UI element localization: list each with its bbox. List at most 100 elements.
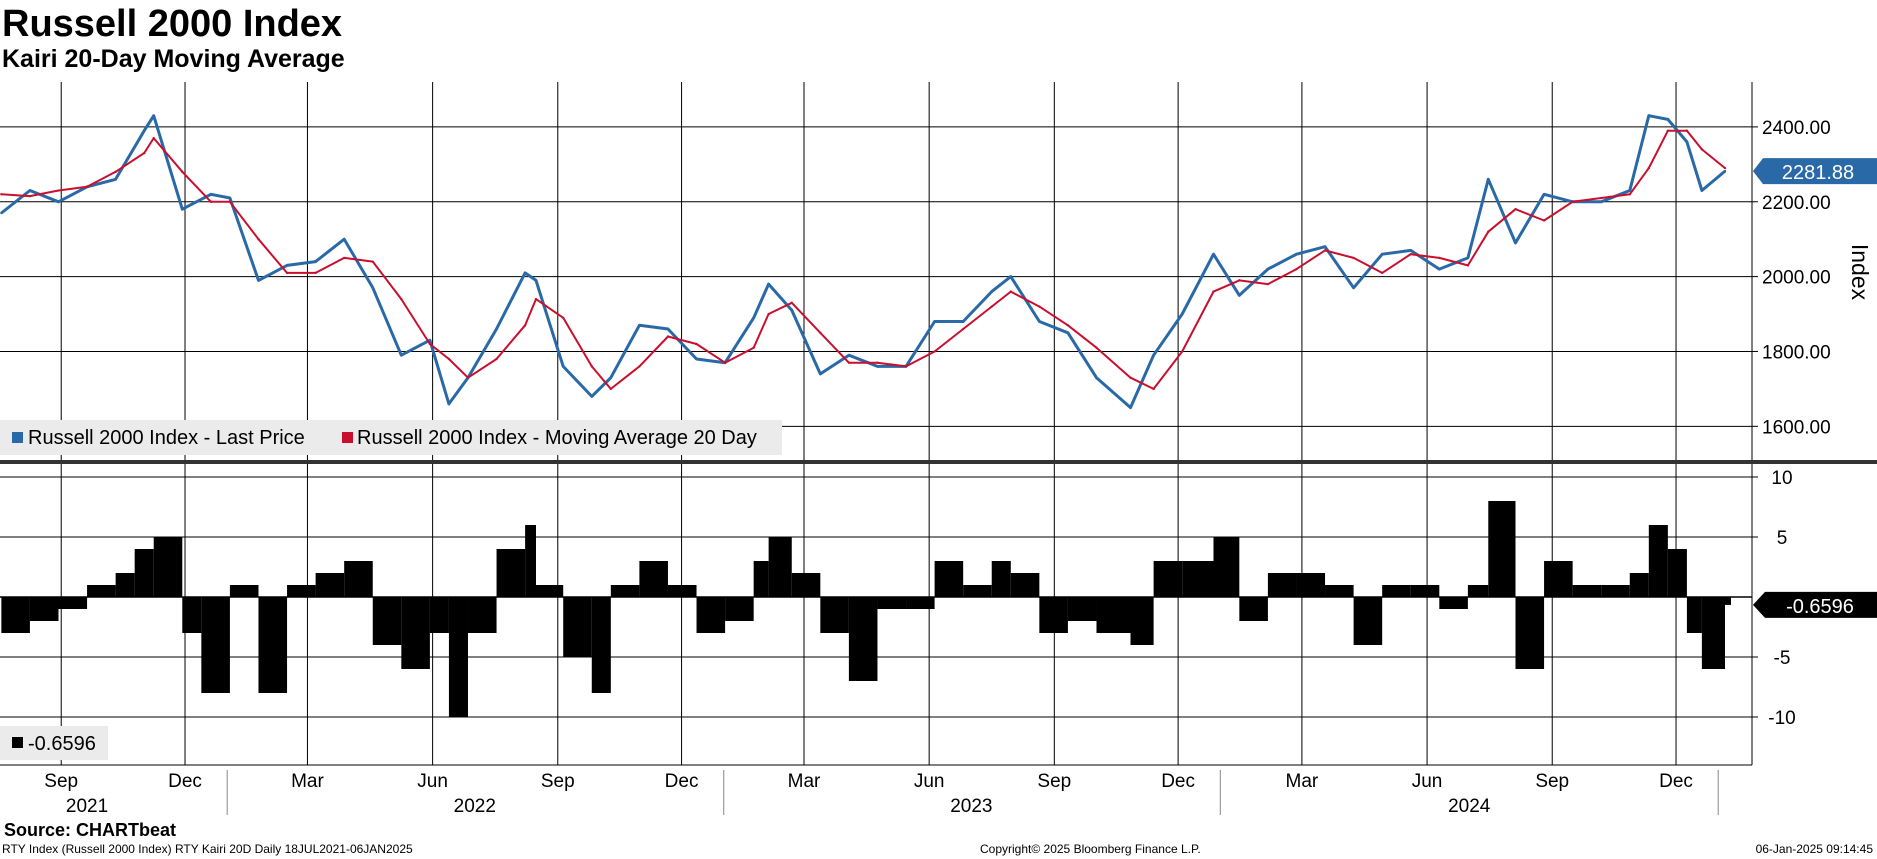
last-price-point <box>990 290 993 293</box>
upper-y-axis-label: Index <box>1847 244 1873 301</box>
last-price-value-tag <box>1753 158 1877 185</box>
kairi-bar <box>287 585 316 597</box>
kairi-bar <box>258 597 288 693</box>
upper-y-tick-label: 2000.00 <box>1762 268 1831 289</box>
kairi-value-text: -0.6596 <box>1786 596 1854 618</box>
moving-average-point <box>523 324 527 327</box>
kairi-bar <box>1410 585 1440 597</box>
last-price-point <box>534 279 538 282</box>
last-price-point <box>819 372 822 376</box>
month-tick-label: Sep <box>44 771 78 792</box>
kairi-bar <box>848 597 878 681</box>
moving-average-point <box>1685 129 1689 132</box>
kairi-bar <box>768 537 792 597</box>
kairi-bar <box>1667 549 1687 597</box>
kairi-bar <box>1353 597 1383 645</box>
kairi-bar <box>1213 537 1240 597</box>
month-tick-label: Mar <box>291 771 324 792</box>
year-tick-label: 2023 <box>950 796 992 815</box>
kairi-bar <box>725 597 754 621</box>
moving-average-point <box>752 346 755 349</box>
kairi-bar <box>1153 561 1183 597</box>
month-tick-label: Dec <box>168 771 202 792</box>
kairi-bar <box>563 597 592 657</box>
last-price-point <box>1514 241 1517 245</box>
moving-average-point <box>1180 350 1184 353</box>
moving-average-point <box>1723 166 1727 170</box>
moving-average-point <box>1628 193 1631 196</box>
month-tick-label: Sep <box>541 771 575 792</box>
last-price-line <box>0 114 1726 410</box>
kairi-bar <box>467 597 497 633</box>
kairi-bar <box>1 597 30 633</box>
moving-average-point <box>1571 200 1574 203</box>
moving-average-point <box>0 193 3 196</box>
source-label: Source: CHARTbeat <box>4 820 177 840</box>
last-price-point <box>1466 256 1470 260</box>
moving-average-point <box>1266 282 1270 286</box>
moving-average-point <box>1380 271 1384 275</box>
lower-y-tick-label: -5 <box>1774 648 1791 669</box>
lower-legend: -0.6596 <box>0 726 108 760</box>
last-price-point <box>961 320 965 323</box>
last-price-point <box>1685 140 1689 144</box>
kairi-bar <box>877 597 907 609</box>
kairi-bar <box>820 597 849 633</box>
kairi-bar <box>1325 585 1354 597</box>
last-price-point <box>1542 193 1546 196</box>
moving-average-point <box>1600 196 1603 200</box>
kairi-bar <box>934 561 964 597</box>
last-price-point <box>285 264 289 267</box>
month-tick-label: Dec <box>1161 771 1195 792</box>
lower-legend-swatch <box>12 737 23 748</box>
moving-average-point <box>466 376 470 379</box>
moving-average-point <box>1152 387 1155 391</box>
last-price-point <box>1628 189 1631 192</box>
kairi-bar <box>115 573 135 597</box>
moving-average-point <box>1514 208 1517 211</box>
last-price-point <box>1600 200 1603 203</box>
last-price-point <box>28 189 32 192</box>
moving-average-point <box>285 271 289 275</box>
lower-y-tick-label: -10 <box>1768 708 1795 729</box>
moving-average-point <box>1038 305 1041 308</box>
kairi-bar <box>1130 597 1154 645</box>
chart-title: Russell 2000 Index <box>2 3 343 45</box>
kairi-bar <box>1296 573 1326 597</box>
last-price-point <box>1409 249 1412 252</box>
last-price-point <box>933 320 936 323</box>
year-tick-label: 2022 <box>454 796 496 815</box>
moving-average-point <box>961 327 965 331</box>
month-tick-label: Mar <box>1286 771 1319 792</box>
last-price-point <box>1647 114 1651 117</box>
last-price-point <box>1212 252 1215 256</box>
last-price-point <box>1352 286 1355 290</box>
kairi-bar <box>1382 585 1411 597</box>
moving-average-point <box>428 342 432 346</box>
kairi-bar <box>1182 561 1214 597</box>
month-tick-label: Jun <box>914 771 945 792</box>
last-price-point <box>847 354 851 357</box>
moving-average-point <box>767 312 770 316</box>
moving-average-point <box>534 297 538 301</box>
moving-average-point <box>790 301 793 305</box>
kairi-bar <box>1725 597 1731 605</box>
last-price-point <box>428 339 432 342</box>
moving-average-point <box>847 361 851 364</box>
moving-average-point <box>638 365 641 368</box>
footer-description: RTY Index (Russell 2000 Index) RTY Kairi… <box>2 842 413 856</box>
last-price-point <box>1009 275 1012 278</box>
moving-average-point <box>1238 279 1241 282</box>
kairi-bar <box>536 585 564 597</box>
kairi-bar <box>906 597 935 609</box>
last-price-point <box>1238 294 1241 297</box>
upper-y-tick-label: 1600.00 <box>1762 417 1831 438</box>
last-price-point <box>767 282 770 286</box>
lower-y-tick-label: 10 <box>1771 468 1792 489</box>
last-price-point <box>876 365 879 368</box>
kairi-bar <box>87 585 116 597</box>
legend-label-last-price: Russell 2000 Index - Last Price <box>28 427 305 449</box>
moving-average-point <box>666 335 670 338</box>
moving-average-point <box>143 151 146 155</box>
footer-copyright: Copyright© 2025 Bloomberg Finance L.P. <box>980 842 1201 856</box>
